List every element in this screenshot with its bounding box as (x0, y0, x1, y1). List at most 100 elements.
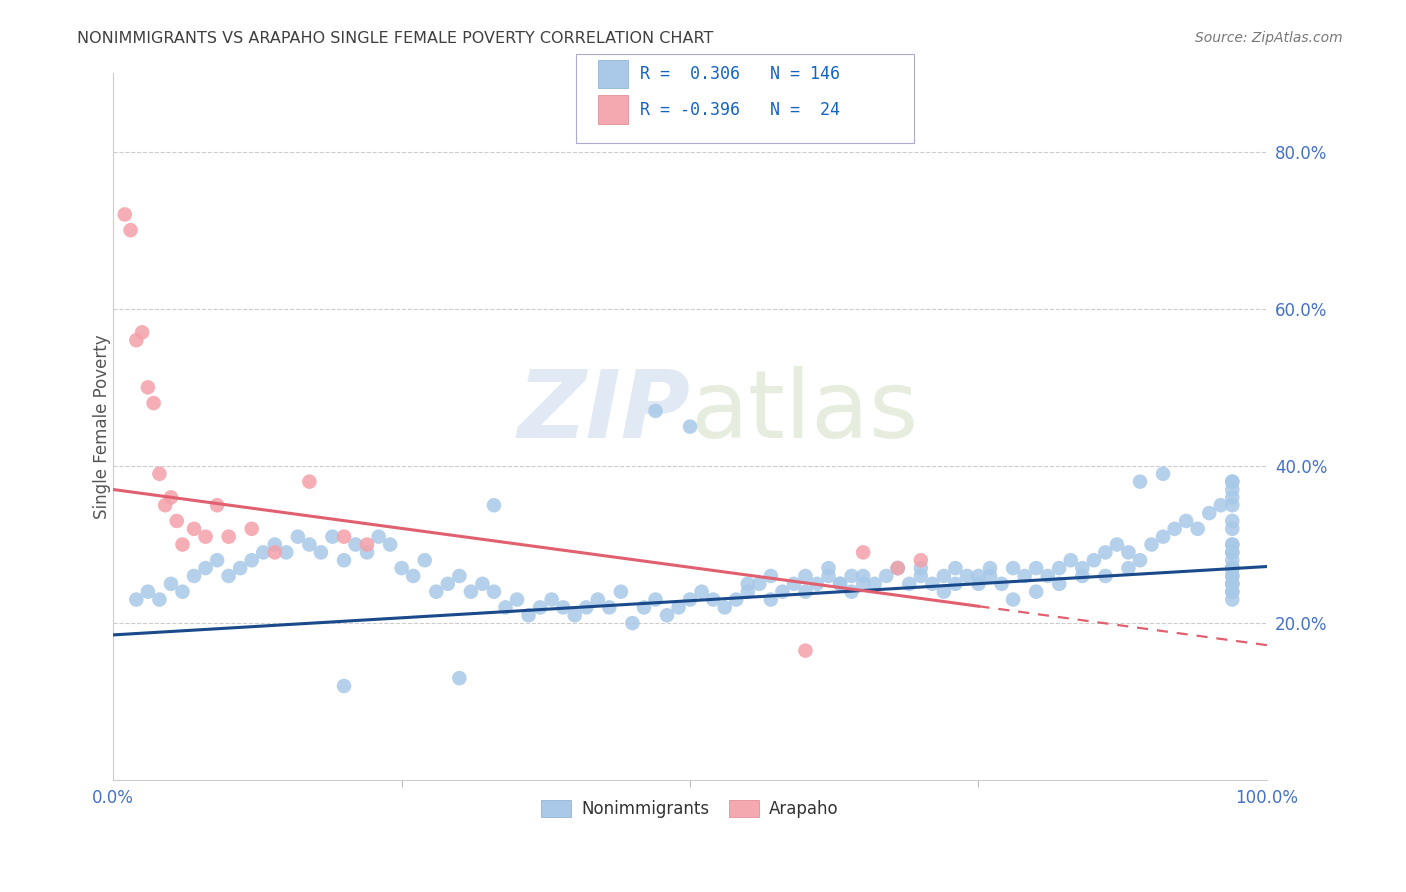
Point (333, 530, 356, 544)
Point (229, 561, 252, 575)
Point (1220, 522, 1243, 536)
Point (990, 577, 1012, 591)
Point (956, 569, 979, 583)
Point (1220, 561, 1243, 575)
Point (205, 498, 228, 512)
Point (506, 592, 529, 607)
Point (1083, 553, 1105, 567)
Point (863, 577, 886, 591)
Point (621, 616, 644, 631)
Point (1071, 561, 1094, 575)
Text: NONIMMIGRANTS VS ARAPAHO SINGLE FEMALE POVERTY CORRELATION CHART: NONIMMIGRANTS VS ARAPAHO SINGLE FEMALE P… (77, 31, 714, 46)
Point (794, 569, 817, 583)
Point (172, 584, 194, 599)
Point (737, 577, 759, 591)
Point (298, 537, 321, 551)
Point (172, 537, 194, 551)
Point (1140, 537, 1163, 551)
Point (1129, 553, 1152, 567)
Point (945, 561, 967, 575)
Point (1105, 537, 1128, 551)
Point (298, 475, 321, 489)
Point (125, 333, 148, 347)
Point (252, 545, 274, 559)
Point (898, 577, 921, 591)
Point (1220, 569, 1243, 583)
Point (437, 577, 460, 591)
Point (575, 600, 598, 615)
Point (794, 643, 817, 657)
Point (309, 545, 332, 559)
Text: R = -0.396   N =  24: R = -0.396 N = 24 (640, 101, 839, 119)
Point (1220, 561, 1243, 575)
Point (148, 467, 170, 481)
Point (1220, 569, 1243, 583)
Point (1118, 545, 1140, 559)
Point (598, 600, 620, 615)
Point (668, 600, 690, 615)
Point (1220, 545, 1243, 559)
Point (194, 561, 217, 575)
Point (921, 577, 943, 591)
Point (852, 545, 875, 559)
Point (725, 592, 748, 607)
Point (679, 419, 702, 434)
Point (402, 569, 425, 583)
Point (1220, 553, 1243, 567)
Point (517, 608, 540, 623)
Point (1047, 577, 1070, 591)
Point (120, 223, 142, 237)
Point (794, 584, 817, 599)
Point (114, 207, 136, 221)
Point (1220, 545, 1243, 559)
Point (748, 577, 770, 591)
Point (1220, 491, 1243, 505)
Point (449, 671, 471, 685)
Point (1209, 498, 1232, 512)
Point (655, 608, 678, 623)
Point (205, 553, 228, 567)
Point (633, 600, 655, 615)
Point (910, 553, 932, 567)
Point (460, 584, 482, 599)
Point (1118, 561, 1140, 575)
Point (1152, 467, 1174, 481)
Point (887, 561, 910, 575)
Point (1220, 584, 1243, 599)
Point (644, 592, 666, 607)
Point (1220, 537, 1243, 551)
Point (142, 396, 165, 410)
Point (153, 498, 176, 512)
Point (1175, 514, 1198, 528)
Point (759, 569, 782, 583)
Point (1047, 561, 1070, 575)
Point (160, 577, 183, 591)
Point (841, 584, 863, 599)
Point (967, 569, 990, 583)
Point (945, 577, 967, 591)
Point (979, 561, 1001, 575)
Point (183, 522, 205, 536)
Point (783, 577, 806, 591)
Point (1002, 561, 1025, 575)
Point (529, 600, 551, 615)
Point (702, 592, 724, 607)
Point (1220, 514, 1243, 528)
Point (1187, 522, 1209, 536)
Point (148, 592, 170, 607)
Point (471, 577, 494, 591)
Point (218, 530, 240, 544)
Point (1220, 483, 1243, 497)
Point (240, 553, 263, 567)
Point (240, 522, 263, 536)
Point (852, 577, 875, 591)
Point (425, 584, 447, 599)
Point (841, 569, 863, 583)
Point (967, 577, 990, 591)
Point (875, 569, 897, 583)
Point (690, 584, 713, 599)
Text: R =  0.306   N = 146: R = 0.306 N = 146 (640, 65, 839, 83)
Point (194, 530, 217, 544)
Point (586, 592, 609, 607)
Point (1220, 561, 1243, 575)
